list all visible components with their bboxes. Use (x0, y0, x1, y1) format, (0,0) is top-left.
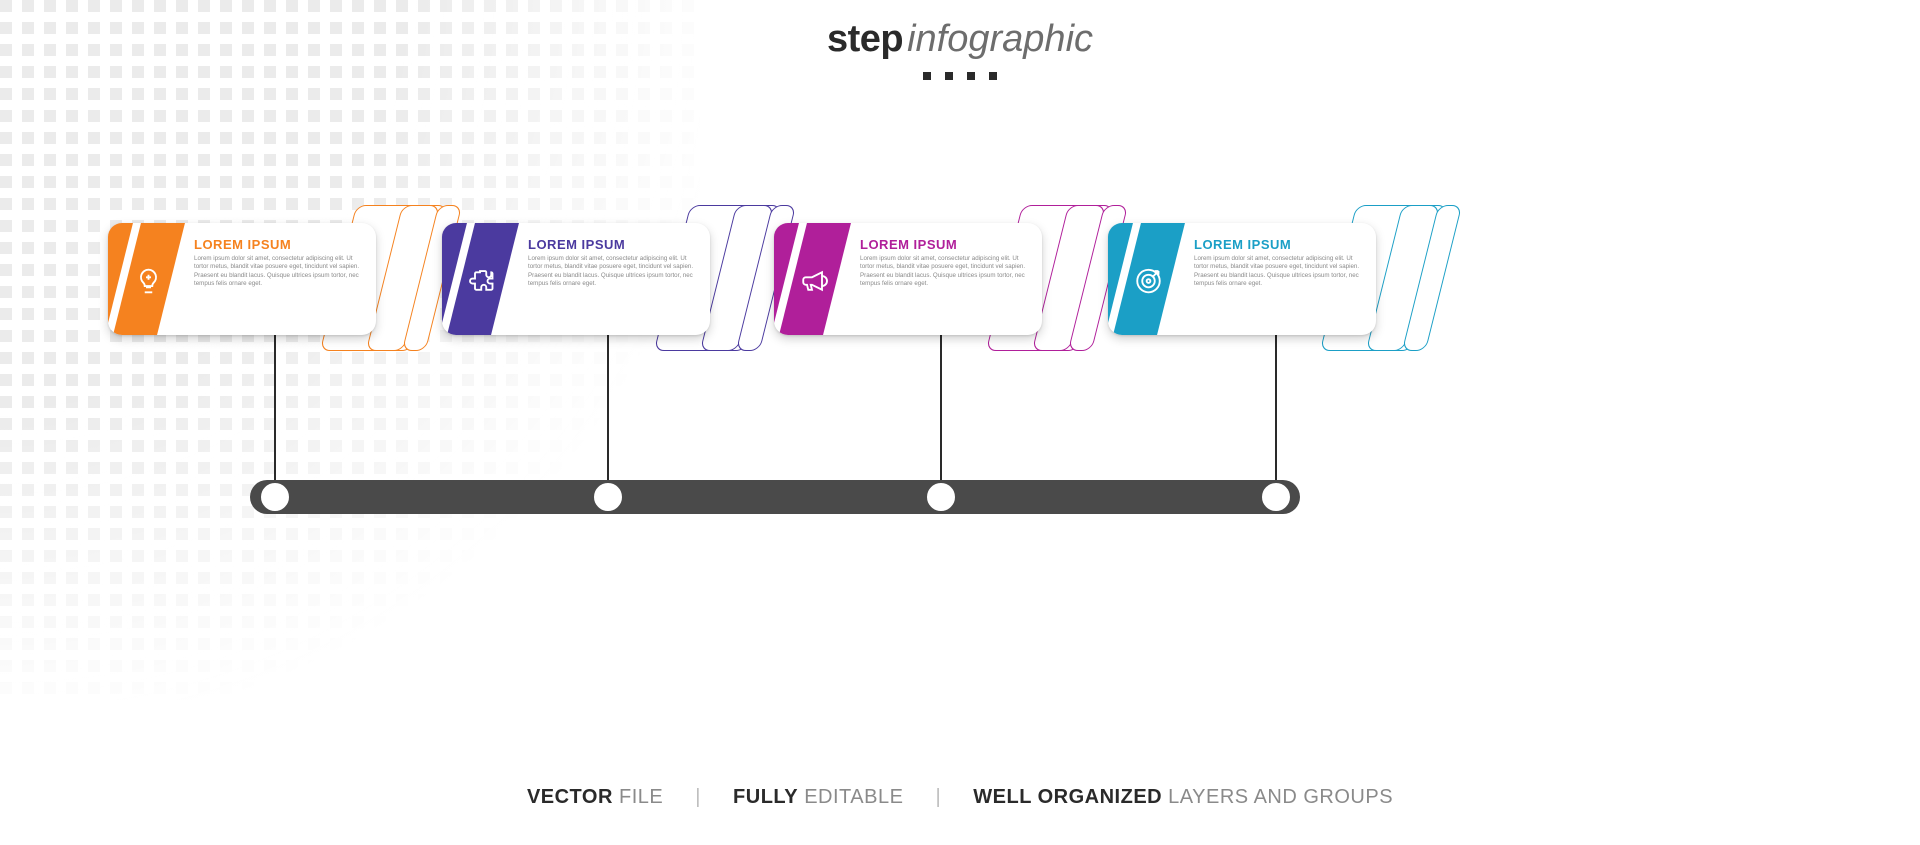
card-body: Lorem ipsum dolor sit amet, consectetur … (194, 255, 362, 288)
footer-part-1-light: EDITABLE (798, 786, 903, 808)
card-body: Lorem ipsum dolor sit amet, consectetur … (1194, 255, 1362, 288)
card-stripe (109, 223, 188, 335)
card-title: LOREM IPSUM (194, 237, 362, 252)
footer-sep: | (936, 786, 942, 808)
card-stripe (443, 223, 522, 335)
card-title: LOREM IPSUM (860, 237, 1028, 252)
footer-sep: | (695, 786, 701, 808)
card-text: LOREM IPSUM Lorem ipsum dolor sit amet, c… (194, 237, 362, 288)
timeline-bar (250, 480, 1300, 514)
target-icon (1129, 266, 1168, 301)
step-card: LOREM IPSUM Lorem ipsum dolor sit amet, c… (774, 223, 1042, 335)
timeline-connector (607, 335, 609, 485)
header-bold: step (827, 18, 903, 60)
megaphone-icon (795, 266, 834, 301)
step-card: LOREM IPSUM Lorem ipsum dolor sit amet, c… (442, 223, 710, 335)
timeline-node (1259, 480, 1293, 514)
footer-part-2-strong: WELL ORGANIZED (973, 786, 1162, 808)
card-title: LOREM IPSUM (528, 237, 696, 252)
card-title: LOREM IPSUM (1194, 237, 1362, 252)
footer-part-0-strong: VECTOR (527, 786, 613, 808)
footer-part-0-light: FILE (613, 786, 663, 808)
step-card: LOREM IPSUM Lorem ipsum dolor sit amet, c… (1108, 223, 1376, 335)
card-stripe (1109, 223, 1188, 335)
footer: VECTOR FILE | FULLY EDITABLE | WELL ORGA… (0, 786, 1920, 809)
card-body: Lorem ipsum dolor sit amet, consectetur … (528, 255, 696, 288)
timeline-connector (1275, 335, 1277, 485)
timeline-connector (274, 335, 276, 485)
timeline-node (924, 480, 958, 514)
footer-part-1-strong: FULLY (733, 786, 798, 808)
timeline-node (258, 480, 292, 514)
footer-part-2-light: LAYERS AND GROUPS (1162, 786, 1393, 808)
card-stripe (775, 223, 854, 335)
timeline-node (591, 480, 625, 514)
header: stepinfographic (0, 18, 1920, 85)
card-text: LOREM IPSUM Lorem ipsum dolor sit amet, c… (860, 237, 1028, 288)
header-italic: infographic (907, 18, 1093, 60)
puzzle-icon (463, 266, 502, 301)
lightbulb-icon (129, 266, 168, 301)
header-dots (0, 67, 1920, 85)
header-title: stepinfographic (827, 18, 1093, 61)
step-card: LOREM IPSUM Lorem ipsum dolor sit amet, c… (108, 223, 376, 335)
card-text: LOREM IPSUM Lorem ipsum dolor sit amet, c… (528, 237, 696, 288)
timeline-connector (940, 335, 942, 485)
card-text: LOREM IPSUM Lorem ipsum dolor sit amet, c… (1194, 237, 1362, 288)
card-body: Lorem ipsum dolor sit amet, consectetur … (860, 255, 1028, 288)
